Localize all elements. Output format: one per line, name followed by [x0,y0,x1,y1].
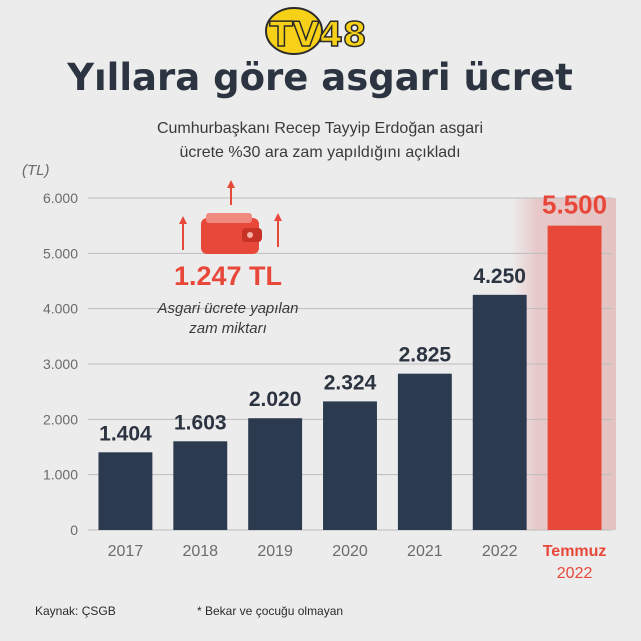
y-tick-label: 4.000 [43,301,78,317]
annotation-amount: 1.247 TL [174,261,282,291]
logo-text: TV48 [270,15,367,55]
bars [98,225,602,530]
x-tick-label: Temmuz [543,543,607,560]
bar [397,373,452,530]
y-tick-label: 2.000 [43,411,78,427]
bar-value-label: 2.825 [399,344,452,367]
bar [98,452,153,530]
bar-value-label: 2.324 [324,371,377,394]
value-labels: 1.404 1.603 2.020 2.324 2.825 4.250 5.500 [99,190,607,446]
x-tick-label: 2020 [332,543,368,560]
wallet-icon [201,213,262,254]
arrow-up-icon [179,180,282,250]
bar [248,418,303,530]
x-tick-label: 2022 [482,543,518,560]
bar [173,441,228,530]
bar-value-label: 4.250 [473,265,526,288]
y-tick-label: 6.000 [43,190,78,206]
annotation-caption-line-2: zam miktarı [188,320,267,337]
y-tick-label: 0 [70,522,78,538]
bar [472,294,527,530]
y-unit-label: (TL) [22,162,50,179]
chart-subtitle-line-1: Cumhurbaşkanı Recep Tayyip Erdoğan asgar… [157,120,483,137]
bar-value-label: 1.404 [99,422,152,445]
logo-badge [265,7,323,55]
x-axis-ticks: 2017 2018 2019 2020 2021 2022 Temmuz 2022 [108,543,607,582]
chart-title: Yıllara göre asgari ücret [66,56,573,99]
y-tick-label: 3.000 [43,356,78,372]
bar [547,225,602,530]
y-tick-label: 5.000 [43,245,78,261]
y-axis-ticks: 0 1.000 2.000 3.000 4.000 5.000 6.000 [43,190,78,538]
chart-subtitle-line-2: ücrete %30 ara zam yapıldığını açıkladı [179,144,460,161]
source-note: Kaynak: ÇSGB [35,604,116,618]
bar [323,401,377,530]
x-tick-label: 2019 [257,543,293,560]
footnote: * Bekar ve çocuğu olmayan [197,604,343,618]
bar-value-label: 2.020 [249,388,302,411]
y-tick-label: 1.000 [43,467,78,483]
annotation-caption-line-1: Asgari ücrete yapılan [157,300,299,317]
x-tick-label: 2017 [108,543,144,560]
x-tick-label-line-2: 2022 [557,565,593,582]
logo: TV48 [265,7,367,56]
bar-value-label: 1.603 [174,411,227,434]
bar-value-label: 5.500 [542,190,607,220]
x-tick-label: 2021 [407,543,443,560]
x-tick-label: 2018 [182,543,218,560]
